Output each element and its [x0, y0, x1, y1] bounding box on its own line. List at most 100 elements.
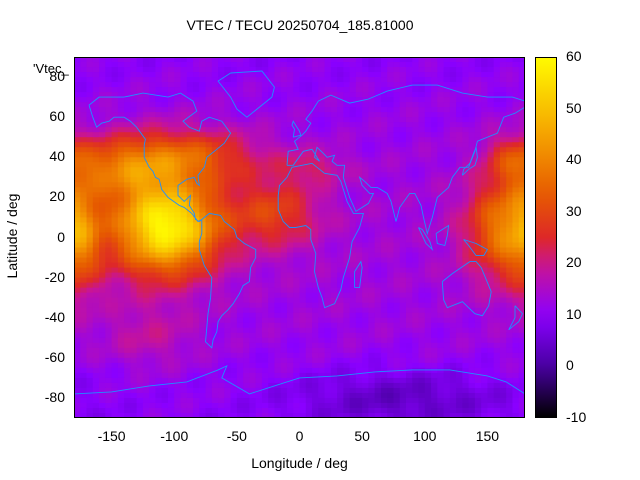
- vtec-cell: [506, 222, 514, 229]
- vtec-cell: [312, 362, 319, 369]
- vtec-cell: [236, 267, 244, 274]
- vtec-cell: [99, 397, 106, 404]
- vtec-cell: [337, 167, 344, 173]
- vtec-cell: [312, 117, 319, 123]
- vtec-cell: [468, 392, 476, 399]
- vtec-cell: [412, 307, 420, 314]
- vtec-cell: [193, 62, 200, 68]
- vtec-cell: [380, 137, 388, 143]
- vtec-cell: [105, 222, 113, 229]
- vtec-cell: [155, 277, 163, 284]
- vtec-cell: [424, 207, 432, 214]
- vtec-cell: [437, 72, 445, 78]
- vtec-cell: [412, 117, 420, 123]
- vtec-cell: [443, 287, 451, 294]
- vtec-cell: [236, 302, 244, 309]
- vtec-cell: [399, 177, 407, 183]
- vtec-cell: [205, 177, 213, 183]
- vtec-cell: [512, 372, 520, 379]
- vtec-cell: [437, 377, 445, 384]
- vtec-cell: [274, 187, 282, 193]
- vtec-cell: [393, 252, 401, 259]
- vtec-cell: [261, 77, 269, 83]
- vtec-cell: [474, 342, 482, 349]
- vtec-cell: [443, 367, 451, 374]
- vtec-cell: [268, 347, 276, 354]
- vtec-cell: [418, 177, 426, 183]
- vtec-cell: [230, 127, 238, 133]
- vtec-cell: [274, 362, 282, 369]
- vtec-cell: [249, 212, 257, 219]
- vtec-cell: [261, 297, 269, 304]
- vtec-cell: [349, 92, 357, 98]
- vtec-cell: [180, 267, 188, 274]
- vtec-cell: [499, 217, 507, 224]
- vtec-cell: [487, 262, 495, 269]
- vtec-cell: [349, 282, 357, 289]
- vtec-cell: [218, 77, 225, 83]
- vtec-cell: [418, 392, 426, 399]
- vtec-cell: [111, 137, 119, 143]
- vtec-cell: [456, 102, 463, 108]
- vtec-cell: [305, 262, 313, 269]
- vtec-cell: [299, 72, 307, 78]
- vtec-cell: [161, 132, 169, 138]
- vtec-cell: [211, 312, 219, 319]
- vtec-cell: [211, 237, 219, 244]
- vtec-cell: [230, 352, 238, 359]
- vtec-cell: [155, 267, 163, 274]
- vtec-cell: [362, 362, 369, 369]
- vtec-cell: [205, 172, 213, 178]
- vtec-cell: [74, 197, 81, 203]
- vtec-cell: [268, 397, 276, 404]
- vtec-cell: [105, 182, 113, 188]
- vtec-cell: [193, 57, 200, 63]
- vtec-cell: [312, 207, 319, 214]
- vtec-cell: [174, 62, 182, 68]
- vtec-cell: [74, 397, 81, 404]
- vtec-cell: [117, 352, 125, 359]
- vtec-cell: [274, 252, 282, 259]
- vtec-cell: [456, 187, 463, 193]
- vtec-cell: [255, 282, 263, 289]
- vtec-cell: [412, 372, 420, 379]
- vtec-cell: [74, 102, 81, 108]
- vtec-cell: [105, 392, 113, 399]
- vtec-cell: [412, 197, 420, 203]
- vtec-cell: [299, 317, 307, 324]
- vtec-cell: [506, 177, 514, 183]
- vtec-cell: [387, 62, 395, 68]
- vtec-cell: [155, 322, 163, 329]
- vtec-cell: [487, 67, 495, 73]
- vtec-cell: [205, 187, 213, 193]
- vtec-cell: [211, 127, 219, 133]
- vtec-cell: [186, 342, 194, 349]
- vtec-cell: [368, 327, 376, 334]
- vtec-cell: [136, 342, 144, 349]
- vtec-cell: [280, 157, 288, 163]
- vtec-cell: [299, 342, 307, 349]
- vtec-cell: [205, 202, 213, 209]
- vtec-cell: [124, 242, 131, 249]
- vtec-cell: [380, 72, 388, 78]
- vtec-cell: [324, 377, 332, 384]
- vtec-cell: [174, 137, 182, 143]
- vtec-cell: [268, 332, 276, 339]
- vtec-cell: [387, 207, 395, 214]
- vtec-cell: [117, 297, 125, 304]
- vtec-cell: [481, 137, 489, 143]
- vtec-cell: [205, 142, 213, 148]
- vtec-cell: [374, 157, 382, 163]
- vtec-cell: [405, 262, 413, 269]
- vtec-cell: [405, 122, 413, 128]
- vtec-cell: [255, 167, 263, 173]
- vtec-cell: [330, 77, 338, 83]
- vtec-cell: [305, 352, 313, 359]
- vtec-cell: [268, 177, 276, 183]
- vtec-cell: [324, 62, 332, 68]
- vtec-cell: [117, 372, 125, 379]
- vtec-cell: [174, 402, 182, 409]
- vtec-cell: [318, 57, 326, 63]
- vtec-cell: [355, 67, 363, 73]
- vtec-cell: [399, 277, 407, 284]
